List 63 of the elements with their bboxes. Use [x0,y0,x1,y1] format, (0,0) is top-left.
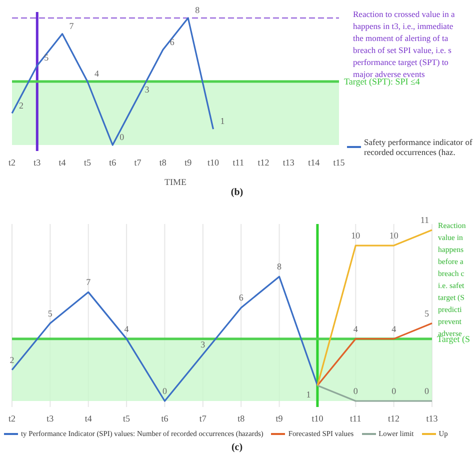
data-label: 2 [19,100,24,110]
x-tick-label: t12 [258,157,270,168]
text: breach of set SPI value, i.e. s [353,44,452,56]
x-tick-label: t11 [232,157,244,168]
data-label: 2 [10,354,14,365]
text: Reaction to crossed value in a [353,8,455,20]
data-label: 3 [144,84,150,94]
x-tick-label: t15 [333,157,346,168]
x-tick-label: t9 [276,413,284,424]
data-label: 7 [86,277,92,288]
data-label: 8 [277,262,282,272]
x-tick-label: t7 [134,157,142,168]
x-tick-label: t5 [123,413,131,424]
data-label: 1 [220,116,225,126]
x-tick-label: t4 [84,413,92,424]
data-label: 0 [424,386,430,396]
legend-label: Safety performance indicator of recorded occurrences (haz. [364,137,474,157]
x-tick-label: t12 [388,413,400,424]
data-label: 0 [353,386,358,396]
x-tick-label: t6 [161,413,169,424]
x-tick-label: t8 [238,413,246,424]
x-tick-label: t8 [159,157,167,168]
x-tick-label: t10 [207,157,220,168]
x-tick-label: t4 [58,157,66,168]
data-label: 8 [195,5,200,15]
data-label: 5 [44,52,50,63]
x-tick-label: t9 [184,157,192,168]
data-label: 4 [392,324,397,334]
text: (c) [230,442,244,453]
x-tick-label: t7 [199,413,207,424]
x-tick-label: t11 [350,413,362,424]
x-tick-label: t2 [8,413,16,424]
data-label: 10 [389,230,399,241]
x-tick-label: t13 [426,413,438,424]
text: happens in t3, i.e., immediate [353,20,454,32]
x-tick-label: t13 [282,157,295,168]
data-label: 7 [69,20,74,31]
x-tick-label: t6 [109,157,117,168]
data-label: 1 [306,389,311,400]
data-label: 6 [170,36,175,47]
text: major adverse events [353,68,426,79]
data-label: 5 [424,308,430,318]
data-label: 4 [124,324,130,334]
data-label: 3 [200,339,206,350]
x-tick-label: t5 [84,157,92,168]
x-tick-label: t14 [308,157,320,168]
data-label: 6 [238,292,244,303]
data-label: 5 [48,308,53,318]
data-label: 0 [392,386,397,396]
data-label: 4 [353,324,358,334]
data-label: 10 [351,230,361,241]
x-axis-title: TIME [164,177,187,187]
x-tick-label: t3 [46,413,54,424]
text: (b) [230,187,244,198]
text: the moment of alerting of ta [353,32,450,44]
x-tick-label: t2 [8,157,16,168]
text: performance target (SPT) to [353,56,450,68]
data-label: 11 [420,215,429,225]
x-tick-label: t3 [34,157,42,168]
data-label: 0 [120,132,125,142]
x-tick-label: t10 [312,413,324,424]
data-label: 4 [94,68,100,78]
data-label: 0 [162,386,168,396]
